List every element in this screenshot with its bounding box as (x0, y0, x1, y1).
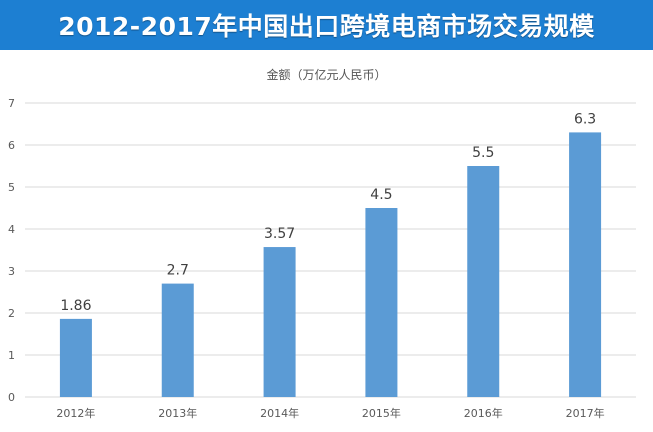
bar (161, 283, 194, 397)
chart-area: 金额（万亿元人民币） 0 1 2 3 4 5 6 7 1.86 2012年 2.7 2013年 3.57… (0, 50, 653, 432)
bar-chart: 0 1 2 3 4 5 6 7 1.86 2012年 2.7 2013年 3.57 2014年 4.5 201… (8, 97, 636, 420)
bar-value-label: 3.57 (264, 226, 295, 242)
x-tick-label: 2014年 (260, 406, 299, 420)
x-tick-label: 2013年 (158, 406, 197, 420)
x-tick-label: 2015年 (362, 406, 401, 420)
bar-value-label: 5.5 (472, 145, 494, 161)
title-banner: 2012-2017年中国出口跨境电商市场交易规模 (0, 0, 653, 50)
y-tick-label: 4 (8, 223, 15, 236)
bar-value-label: 1.86 (60, 298, 91, 314)
bar (365, 208, 398, 397)
bar-value-label: 6.3 (574, 111, 596, 127)
bar (263, 247, 296, 397)
y-tick-label: 3 (8, 265, 15, 278)
bar-value-label: 2.7 (167, 263, 189, 279)
y-tick-label: 7 (8, 97, 15, 110)
bar-value-label: 4.5 (370, 187, 392, 203)
bar (467, 166, 500, 397)
y-axis-unit-label: 金额（万亿元人民币） (266, 68, 387, 82)
x-tick-label: 2012年 (56, 406, 95, 420)
y-tick-label: 1 (8, 349, 15, 362)
y-tick-label: 0 (8, 391, 15, 404)
x-tick-label: 2017年 (566, 406, 605, 420)
chart-title: 2012-2017年中国出口跨境电商市场交易规模 (58, 12, 595, 41)
y-tick-label: 6 (8, 139, 15, 152)
bar (59, 318, 92, 397)
bar (569, 132, 602, 397)
y-tick-label: 5 (8, 181, 15, 194)
y-tick-label: 2 (8, 307, 15, 320)
x-tick-label: 2016年 (464, 406, 503, 420)
